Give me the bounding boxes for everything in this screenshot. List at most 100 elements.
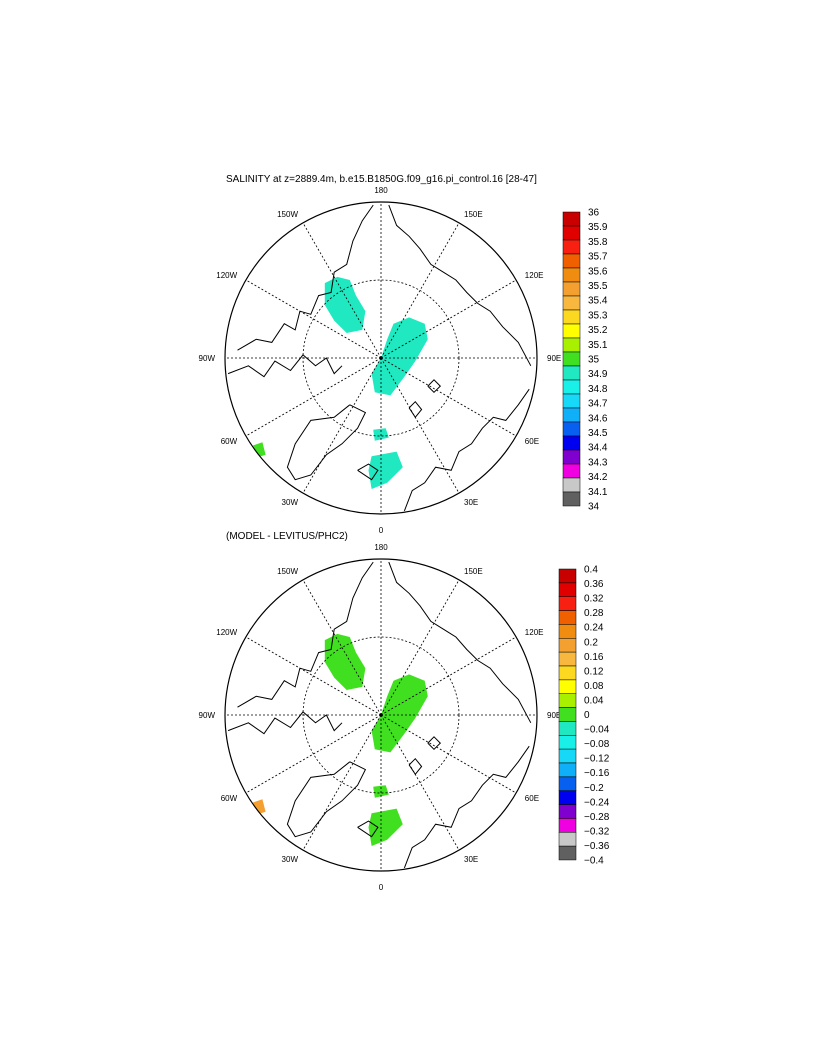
- colorbar-swatch: [558, 762, 577, 778]
- colorbar-label: −0.28: [584, 812, 610, 823]
- colorbar-label: −0.2: [584, 783, 604, 794]
- colorbar-label: 34.4: [588, 443, 608, 454]
- colorbar-swatch: [558, 790, 577, 805]
- colorbar-swatch: [562, 267, 581, 283]
- colorbar-swatch: [562, 449, 581, 465]
- longitude-label: 180: [374, 543, 388, 552]
- colorbar-swatch: [558, 693, 577, 708]
- longitude-label: 150E: [464, 567, 483, 576]
- meridian: [302, 222, 382, 359]
- colorbar-swatch: [558, 721, 577, 736]
- map-boundary: [224, 201, 538, 515]
- colorbar-label: 35.5: [588, 281, 608, 292]
- longitude-label: 120E: [525, 628, 544, 637]
- colorbar-swatch: [562, 211, 581, 227]
- colorbar-label: −0.4: [584, 856, 604, 867]
- colorbar-swatch: [562, 239, 581, 255]
- colorbar-label: 34.8: [588, 384, 608, 395]
- longitude-label: 150W: [277, 210, 298, 219]
- meridian: [302, 579, 382, 716]
- colorbar-swatch: [562, 309, 581, 325]
- longitude-label: 120W: [216, 628, 237, 637]
- map-panel-2: (MODEL - LEVITUS/PHC2) 180 150E 120E 90E 60E 3…: [199, 531, 610, 892]
- colorbar-swatch: [558, 832, 577, 847]
- meridian: [245, 714, 382, 794]
- map-boundary: [224, 558, 538, 872]
- colorbar-swatch: [562, 393, 581, 409]
- colorbar-label: 0.32: [584, 594, 604, 605]
- colorbar-swatch: [562, 379, 581, 395]
- colorbar-swatch: [558, 776, 577, 792]
- longitude-label: 30E: [464, 498, 478, 507]
- colorbar-label: 34.1: [588, 487, 608, 498]
- region-greenland-sea: [368, 451, 403, 489]
- meridian: [380, 222, 460, 359]
- colorbar-label: 0: [584, 710, 590, 721]
- meridian: [302, 714, 382, 851]
- colorbar-swatch: [558, 748, 577, 764]
- longitude-label: 60E: [525, 794, 539, 803]
- longitude-label: 60W: [221, 437, 238, 446]
- colorbar-label: −0.36: [584, 841, 610, 852]
- colorbar-swatch: [562, 435, 581, 451]
- coastline: [286, 761, 367, 838]
- coastline: [357, 463, 379, 481]
- coastline: [408, 400, 423, 419]
- colorbar-swatch: [558, 804, 577, 819]
- colorbar-label: 35.7: [588, 252, 608, 263]
- colorbar-label: 0.12: [584, 666, 604, 677]
- colorbar-swatch: [562, 491, 581, 507]
- region-canada-basin: [324, 276, 366, 333]
- coastline: [388, 561, 532, 724]
- colorbar-label: 35.1: [588, 340, 608, 351]
- meridian: [245, 357, 382, 437]
- colorbar-swatch: [562, 421, 581, 437]
- colorbar-label: −0.12: [584, 754, 610, 765]
- longitude-label: 60W: [221, 794, 238, 803]
- colorbar-label: 0.16: [584, 652, 604, 663]
- colorbar-swatch: [562, 463, 581, 479]
- longitude-label: 180: [374, 186, 388, 195]
- region-eurasian-basin: [371, 317, 428, 396]
- colorbar: 0.4 0.36 0.32 0.28 0.24 0.2 0.16 0.12 0.08 0.04 0 −…: [558, 565, 610, 867]
- colorbar-swatch: [558, 707, 577, 722]
- colorbar-label: 36: [588, 208, 600, 219]
- longitude-label: 30W: [282, 855, 299, 864]
- longitude-label: 90W: [199, 354, 216, 363]
- coastline: [357, 820, 379, 838]
- region-canada-basin: [324, 633, 366, 690]
- longitude-label: 0: [379, 883, 384, 892]
- coastline: [403, 745, 530, 869]
- colorbar-swatch: [558, 582, 577, 598]
- longitude-label: 120W: [216, 271, 237, 280]
- colorbar-swatch: [562, 225, 581, 241]
- coastline: [286, 404, 367, 481]
- meridian: [302, 357, 382, 494]
- colorbar-swatch: [562, 253, 581, 269]
- colorbar-swatch: [558, 735, 577, 750]
- colorbar: 36 35.9 35.8 35.7 35.6 35.5 35.4 35.3 35.2 35.1 35…: [562, 208, 608, 513]
- colorbar-label: 34.7: [588, 399, 608, 410]
- colorbar-swatch: [558, 651, 577, 667]
- colorbar-swatch: [558, 845, 577, 861]
- region-eurasian-basin: [371, 674, 428, 753]
- chart-title: (MODEL - LEVITUS/PHC2): [226, 531, 348, 542]
- longitude-label: 30E: [464, 855, 478, 864]
- colorbar-label: −0.32: [584, 826, 610, 837]
- map-panel-1: SALINITY at z=2889.4m, b.e15.B1850G.f09_…: [199, 174, 608, 535]
- colorbar-swatch: [562, 477, 581, 493]
- longitude-label: 30W: [282, 498, 299, 507]
- longitude-label: 150E: [464, 210, 483, 219]
- longitude-label: 90E: [547, 711, 561, 720]
- region-greenland-sea: [368, 808, 403, 846]
- colorbar-swatch: [562, 323, 581, 339]
- colorbar-label: 0.04: [584, 696, 604, 707]
- colorbar-label: 35.8: [588, 237, 608, 248]
- longitude-label: 90W: [199, 711, 216, 720]
- latitude-circle: [302, 279, 460, 437]
- colorbar-label: −0.24: [584, 797, 610, 808]
- colorbar-label: 0.28: [584, 608, 604, 619]
- coastline: [237, 561, 374, 708]
- colorbar-swatch: [562, 281, 581, 297]
